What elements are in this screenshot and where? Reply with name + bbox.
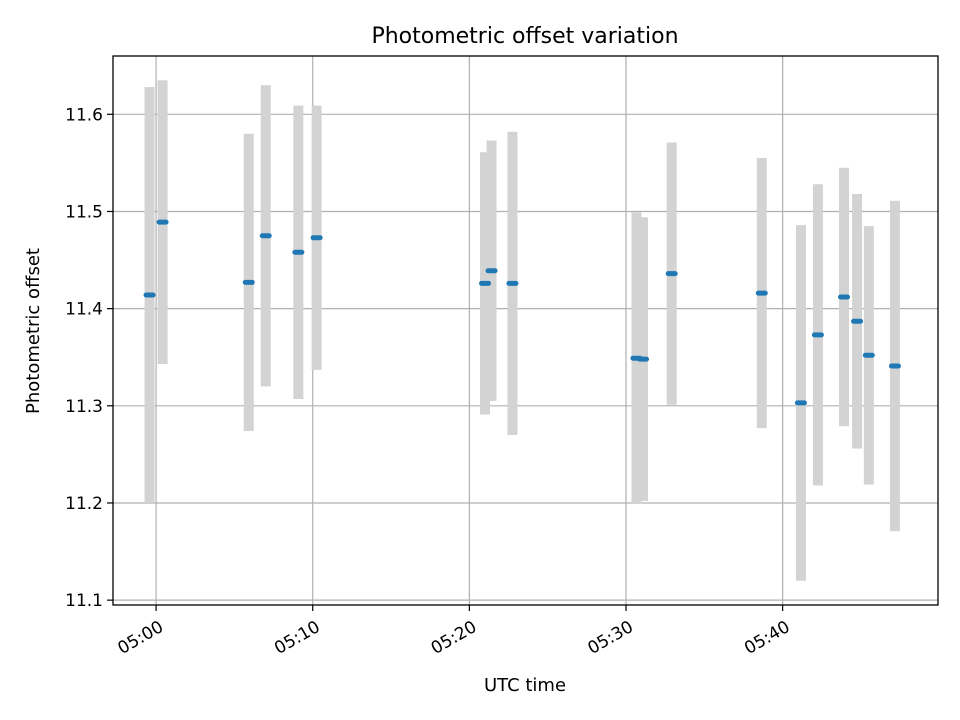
data-point	[665, 271, 678, 277]
data-point	[838, 294, 851, 300]
y-tick-label: 11.1	[65, 591, 103, 611]
point-layer	[143, 219, 901, 406]
data-point	[755, 290, 768, 296]
data-point	[888, 363, 901, 369]
plot-frame	[112, 55, 939, 606]
y-tick-label: 11.2	[65, 494, 103, 514]
data-point	[479, 280, 492, 286]
data-point	[506, 280, 519, 286]
data-point	[292, 249, 305, 255]
data-point	[242, 279, 255, 285]
data-point	[143, 292, 156, 298]
y-tick-label: 11.4	[65, 300, 103, 320]
y-axis-label: Photometric offset	[23, 248, 44, 414]
chart-title: Photometric offset variation	[371, 24, 678, 49]
y-tick-label: 11.5	[65, 202, 103, 222]
y-tick-label: 11.3	[65, 397, 103, 417]
data-point	[794, 400, 807, 406]
data-point	[259, 233, 272, 239]
data-point	[636, 356, 649, 362]
data-point	[310, 235, 323, 241]
data-point	[862, 352, 875, 358]
data-point	[485, 268, 498, 274]
data-point	[811, 332, 824, 338]
x-axis-label: UTC time	[484, 675, 566, 696]
y-tick-label: 11.6	[65, 105, 103, 125]
data-point	[156, 219, 169, 225]
data-point	[851, 318, 864, 324]
